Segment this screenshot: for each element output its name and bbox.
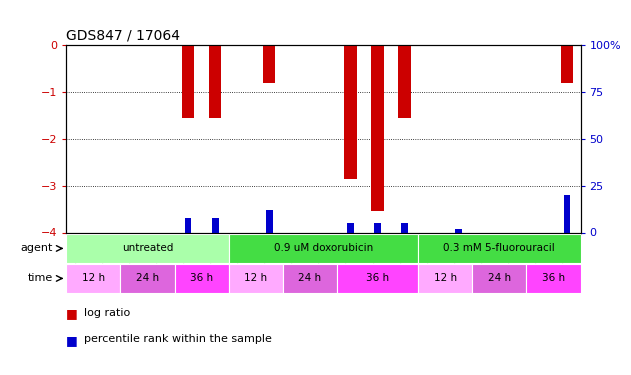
Bar xyxy=(66,234,228,262)
Bar xyxy=(212,217,218,232)
Bar xyxy=(401,223,408,232)
Bar xyxy=(66,264,121,292)
Text: ■: ■ xyxy=(66,334,78,347)
Text: 36 h: 36 h xyxy=(190,273,213,284)
Bar xyxy=(209,45,221,118)
Bar xyxy=(561,45,573,84)
Text: 12 h: 12 h xyxy=(433,273,457,284)
Bar xyxy=(337,264,418,292)
Text: percentile rank within the sample: percentile rank within the sample xyxy=(84,334,272,344)
Text: log ratio: log ratio xyxy=(84,308,130,318)
Text: 24 h: 24 h xyxy=(136,273,159,284)
Text: 36 h: 36 h xyxy=(366,273,389,284)
Bar xyxy=(228,234,418,262)
Text: 24 h: 24 h xyxy=(298,273,321,284)
Text: time: time xyxy=(28,273,53,284)
Text: 0.9 uM doxorubicin: 0.9 uM doxorubicin xyxy=(274,243,373,254)
Bar xyxy=(185,217,191,232)
Bar xyxy=(228,264,283,292)
Bar xyxy=(418,264,472,292)
Bar xyxy=(472,264,526,292)
Bar xyxy=(345,45,357,178)
Text: untreated: untreated xyxy=(122,243,173,254)
Bar xyxy=(374,223,381,232)
Bar xyxy=(266,210,273,232)
Bar xyxy=(563,195,570,232)
Bar xyxy=(347,223,354,232)
Text: agent: agent xyxy=(20,243,53,254)
Bar xyxy=(182,45,194,118)
Text: 24 h: 24 h xyxy=(488,273,511,284)
Bar xyxy=(399,45,411,118)
Bar xyxy=(456,229,462,232)
Bar xyxy=(526,264,581,292)
Bar xyxy=(418,234,581,262)
Text: 12 h: 12 h xyxy=(244,273,268,284)
Bar xyxy=(263,45,275,84)
Text: ■: ■ xyxy=(66,308,78,321)
Bar xyxy=(283,264,337,292)
Bar xyxy=(121,264,175,292)
Text: 0.3 mM 5-fluorouracil: 0.3 mM 5-fluorouracil xyxy=(444,243,555,254)
Text: 12 h: 12 h xyxy=(82,273,105,284)
Text: 36 h: 36 h xyxy=(542,273,565,284)
Bar xyxy=(372,45,384,211)
Bar xyxy=(175,264,228,292)
Text: GDS847 / 17064: GDS847 / 17064 xyxy=(66,28,180,42)
